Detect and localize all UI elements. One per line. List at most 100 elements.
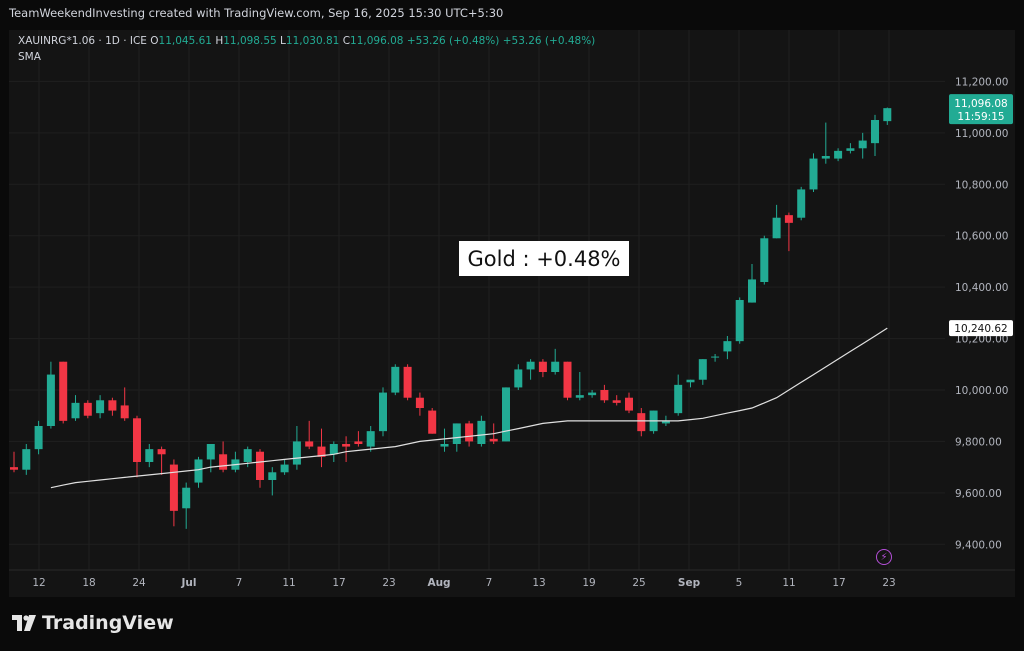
candle-body xyxy=(588,392,597,396)
x-tick-label: 12 xyxy=(32,577,45,589)
tradingview-icon xyxy=(12,615,36,631)
candle-body xyxy=(83,402,92,416)
candle-body xyxy=(551,361,560,372)
high-value: 11,098.55 xyxy=(223,35,277,47)
x-tick-label: 7 xyxy=(486,577,493,589)
candle-body xyxy=(477,420,486,444)
y-tick-label: 10,200.00 xyxy=(955,334,1008,346)
candle-body xyxy=(182,487,191,509)
candle-body xyxy=(120,405,129,419)
candle-body xyxy=(526,361,535,370)
candle-body xyxy=(71,402,80,419)
sma-line xyxy=(50,327,888,489)
bar-countdown: 11:59:15 xyxy=(957,111,1004,123)
change-value-2: +53.26 (+0.48%) xyxy=(502,35,596,47)
sma-value-badge xyxy=(949,320,1013,337)
y-tick-label: 9,400.00 xyxy=(955,539,1002,551)
candle-body xyxy=(415,397,424,408)
candle-body xyxy=(391,366,400,393)
candle-body xyxy=(809,158,818,190)
candle-body xyxy=(661,420,670,424)
last-price-value: 11,096.08 xyxy=(954,98,1007,110)
candle-body xyxy=(268,472,277,480)
y-tick-label: 9,600.00 xyxy=(955,488,1002,500)
symbol-label: XAUINRG*1.06 · 1D · ICE xyxy=(18,35,147,47)
candle-body xyxy=(256,451,264,480)
candle-body xyxy=(514,369,523,388)
x-tick-label: Sep xyxy=(678,577,701,589)
open-value: 11,045.61 xyxy=(158,35,212,47)
x-tick-label: 24 xyxy=(132,577,146,589)
candle-body xyxy=(797,189,806,218)
x-tick-label: Jul xyxy=(181,577,197,589)
low-value: 11,030.81 xyxy=(285,35,340,47)
candle-body xyxy=(563,361,572,398)
candle-body xyxy=(379,392,387,432)
y-tick-label: 11,200.00 xyxy=(955,76,1008,88)
symbol-legend: XAUINRG*1.06 · 1D · ICE O11,045.61 H11,0… xyxy=(18,35,595,47)
close-value: 11,096.08 xyxy=(350,35,404,47)
candle-body xyxy=(366,431,375,447)
footer-bar xyxy=(0,597,1024,651)
candle-body xyxy=(428,410,437,434)
chart-credit: TeamWeekendInvesting created with Tradin… xyxy=(9,6,504,20)
y-tick-label: 10,000.00 xyxy=(955,385,1008,397)
y-tick-label: 9,800.00 xyxy=(955,436,1002,448)
lightning-icon[interactable]: ⚡ xyxy=(876,549,892,565)
candle-body xyxy=(502,387,510,442)
high-label: H xyxy=(215,35,224,47)
candle-body xyxy=(452,423,461,444)
candle-body xyxy=(821,156,830,159)
candle-body xyxy=(354,441,363,444)
tradingview-brand: TradingView xyxy=(42,612,174,634)
tradingview-logo: TradingView xyxy=(12,612,174,634)
candle-body xyxy=(625,397,633,411)
open-label: O xyxy=(150,35,159,47)
x-tick-label: 11 xyxy=(282,577,295,589)
candle-body xyxy=(145,449,154,462)
candlestick-chart[interactable]: 9,400.00 9,600.00 9,800.00 10,000.00 10,200.… xyxy=(9,30,1015,597)
sma-indicator-label[interactable]: SMA xyxy=(18,51,41,63)
change-value: +53.26 (+0.48%) xyxy=(406,35,500,47)
y-tick-label: 11,000.00 xyxy=(955,128,1008,140)
x-tick-label: 7 xyxy=(236,577,243,589)
x-tick-label: 13 xyxy=(532,577,545,589)
candle-body xyxy=(219,454,228,470)
candle-body xyxy=(575,395,584,398)
candle-body xyxy=(784,215,793,223)
x-tick-label: Aug xyxy=(427,577,450,589)
candle-body xyxy=(440,444,449,447)
candle-body xyxy=(34,426,43,450)
x-tick-label: 11 xyxy=(782,577,795,589)
y-tick-label: 10,400.00 xyxy=(955,282,1008,294)
low-label: L xyxy=(280,35,286,47)
candle-body xyxy=(723,341,732,352)
candle-body xyxy=(465,423,474,442)
candle-body xyxy=(846,148,855,151)
candle-body xyxy=(157,449,166,455)
candle-body xyxy=(292,441,301,465)
candle-body xyxy=(674,384,683,414)
x-tick-label: 17 xyxy=(832,577,845,589)
candle-body xyxy=(10,467,18,470)
candle-body xyxy=(711,356,720,358)
candle-body xyxy=(206,444,215,460)
candle-body xyxy=(317,446,326,457)
candle-body xyxy=(686,379,695,383)
candle-body xyxy=(108,400,117,411)
candle-body xyxy=(858,140,867,149)
candle-body xyxy=(280,464,289,473)
candle-body xyxy=(96,400,105,414)
candle-body xyxy=(612,400,621,403)
candle-body xyxy=(59,361,68,421)
candle-body xyxy=(538,361,547,372)
candle-body xyxy=(133,418,141,462)
chart-background xyxy=(9,30,1015,597)
gold-annotation: Gold : +0.48% xyxy=(459,241,629,276)
candle-body xyxy=(772,217,781,239)
candle-body xyxy=(834,150,843,159)
x-tick-label: 17 xyxy=(332,577,345,589)
x-tick-label: 19 xyxy=(582,577,595,589)
candle-body xyxy=(194,459,203,483)
candle-body xyxy=(637,413,646,432)
